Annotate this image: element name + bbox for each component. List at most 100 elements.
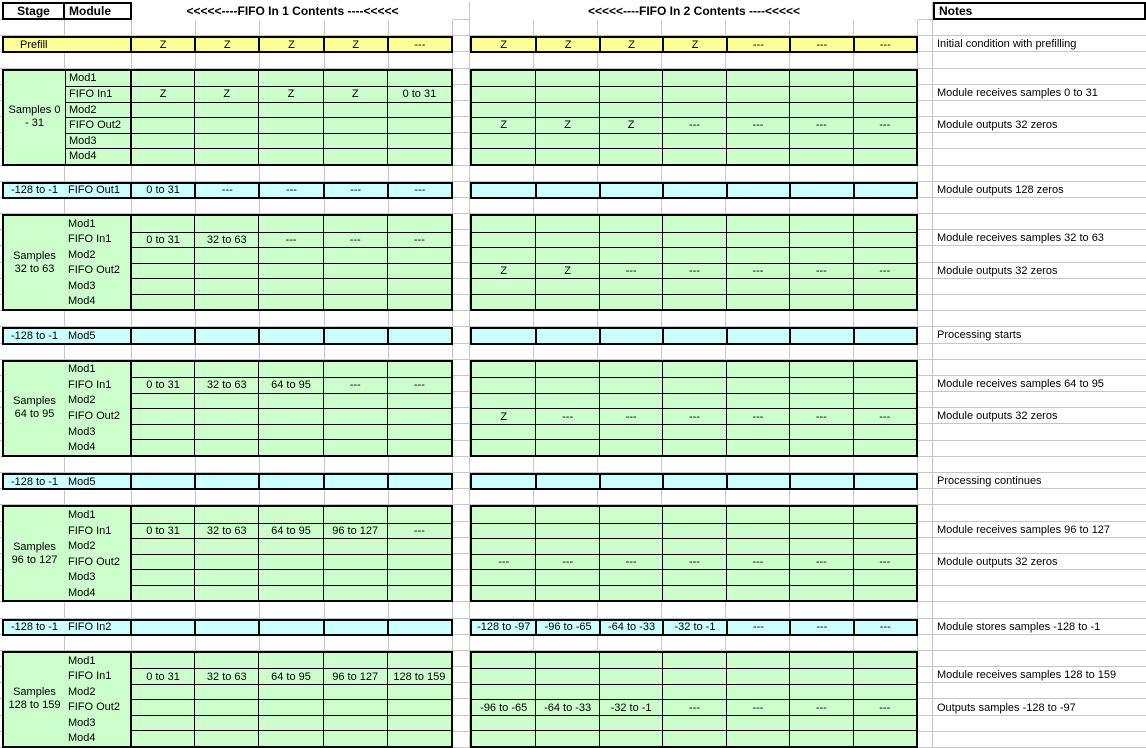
fifo2-cell	[853, 523, 916, 539]
fifo1-cell	[130, 247, 194, 263]
fifo2-cell	[599, 668, 662, 684]
fifo2-cell	[789, 71, 852, 87]
note-text: Module receives samples 128 to 159	[937, 667, 1143, 683]
fifo1-cell	[387, 148, 451, 164]
fifo1-cell	[387, 585, 451, 601]
fifo2-cell	[726, 715, 789, 731]
fifo1-cell	[130, 117, 194, 133]
fifo2-cell	[726, 507, 789, 523]
stage-line: Samples	[13, 541, 56, 554]
fifo1-cell	[387, 569, 451, 585]
stage-line: 96 to 127	[12, 554, 58, 567]
fifo1-cell	[387, 715, 451, 731]
fifo2-cell	[662, 294, 725, 310]
fifo2-cell	[599, 184, 662, 197]
fifo1-cell: 0 to 31	[130, 232, 194, 248]
fifo2-cell	[726, 102, 789, 118]
fifo1-cell	[258, 475, 322, 488]
fifo2-cell	[599, 329, 662, 342]
fifo2-cell	[472, 148, 535, 164]
module-label: Mod1	[65, 507, 130, 523]
fifo2-cell	[726, 730, 789, 746]
fifo2-cell	[535, 148, 598, 164]
note-text: Processing continues	[937, 473, 1143, 489]
fifo1-cell	[323, 507, 387, 523]
fifo2-cell: -96 to -65	[535, 621, 598, 634]
header-fifo-in-2-contents: <<<<<----FIFO In 2 Contents ----<<<<<	[470, 2, 918, 20]
fifo2-cell: -32 to -1	[599, 699, 662, 715]
fifo2-cell	[599, 684, 662, 700]
fifo2-cell	[535, 362, 598, 378]
fifo2-cell	[472, 507, 535, 523]
fifo2-cell	[789, 424, 852, 440]
fifo1-cell: Z	[258, 38, 322, 51]
note-text: Module outputs 128 zeros	[937, 182, 1143, 198]
fifo1-cell	[323, 247, 387, 263]
stage-label: -128 to -1	[4, 621, 65, 634]
fifo2-cell	[789, 653, 852, 669]
fifo2-cell	[662, 247, 725, 263]
prefill-bar-right: ZZZZ---------	[470, 36, 918, 53]
fifo2-cell	[726, 668, 789, 684]
fifo2-cell: ---	[789, 263, 852, 279]
fifo2-cell	[472, 362, 535, 378]
fifo2-cell	[853, 715, 916, 731]
fifo2-cell	[662, 424, 725, 440]
fifo2-cell: Z	[472, 117, 535, 133]
stage-label: Samples64 to 95	[4, 362, 65, 455]
fifo1-cell	[387, 71, 451, 87]
fifo2-cell	[535, 715, 598, 731]
stage-line: 64 to 95	[15, 408, 55, 421]
fifo2-cell	[599, 715, 662, 731]
fifo2-cell	[726, 294, 789, 310]
fifo2-cell	[662, 569, 725, 585]
fifo2-cell	[853, 247, 916, 263]
stage-block-right: Z------------------	[470, 360, 918, 457]
note-text: Module outputs 32 zeros	[937, 117, 1143, 133]
fifo1-cell	[194, 117, 258, 133]
fifo2-cell	[535, 585, 598, 601]
fifo1-cell	[258, 247, 322, 263]
fifo2-cell	[789, 715, 852, 731]
fifo2-cell	[789, 133, 852, 149]
fifo1-cell	[387, 247, 451, 263]
fifo2-cell	[599, 102, 662, 118]
fifo2-cell	[535, 329, 598, 342]
fifo2-cell	[662, 684, 725, 700]
module-label: FIFO In2	[65, 621, 130, 634]
fifo2-cell: ---	[853, 408, 916, 424]
header-fifo-in-1-contents: <<<<<----FIFO In 1 Contents ----<<<<<	[132, 2, 453, 20]
interlude-bar-right	[470, 327, 918, 344]
fifo1-cell	[194, 294, 258, 310]
fifo1-cell	[130, 329, 194, 342]
fifo2-cell	[853, 439, 916, 455]
module-label: FIFO Out2	[65, 408, 130, 424]
fifo1-cell	[258, 569, 322, 585]
fifo2-cell	[535, 538, 598, 554]
fifo1-cell: ---	[258, 232, 322, 248]
fifo2-cell	[599, 362, 662, 378]
fifo1-cell: 0 to 31	[130, 377, 194, 393]
fifo1-cell	[258, 362, 322, 378]
fifo2-cell: ---	[726, 263, 789, 279]
fifo2-cell	[599, 653, 662, 669]
header-notes: Notes	[933, 2, 1146, 20]
fifo2-cell	[472, 184, 535, 197]
fifo2-cell	[472, 684, 535, 700]
module-label: FIFO In1	[65, 86, 130, 102]
fifo1-cell	[194, 329, 258, 342]
fifo2-cell: Z	[535, 263, 598, 279]
fifo2-cell	[726, 278, 789, 294]
fifo2-cell	[726, 71, 789, 87]
fifo2-cell	[789, 329, 852, 342]
fifo2-cell	[599, 232, 662, 248]
fifo1-cell	[130, 393, 194, 409]
fifo1-cell	[258, 730, 322, 746]
fifo1-cell	[323, 408, 387, 424]
module-label: FIFO In1	[65, 377, 130, 393]
fifo2-cell	[472, 232, 535, 248]
fifo1-cell: Z	[323, 38, 387, 51]
fifo1-cell: 32 to 63	[194, 668, 258, 684]
fifo2-cell	[599, 538, 662, 554]
fifo2-cell	[472, 329, 535, 342]
